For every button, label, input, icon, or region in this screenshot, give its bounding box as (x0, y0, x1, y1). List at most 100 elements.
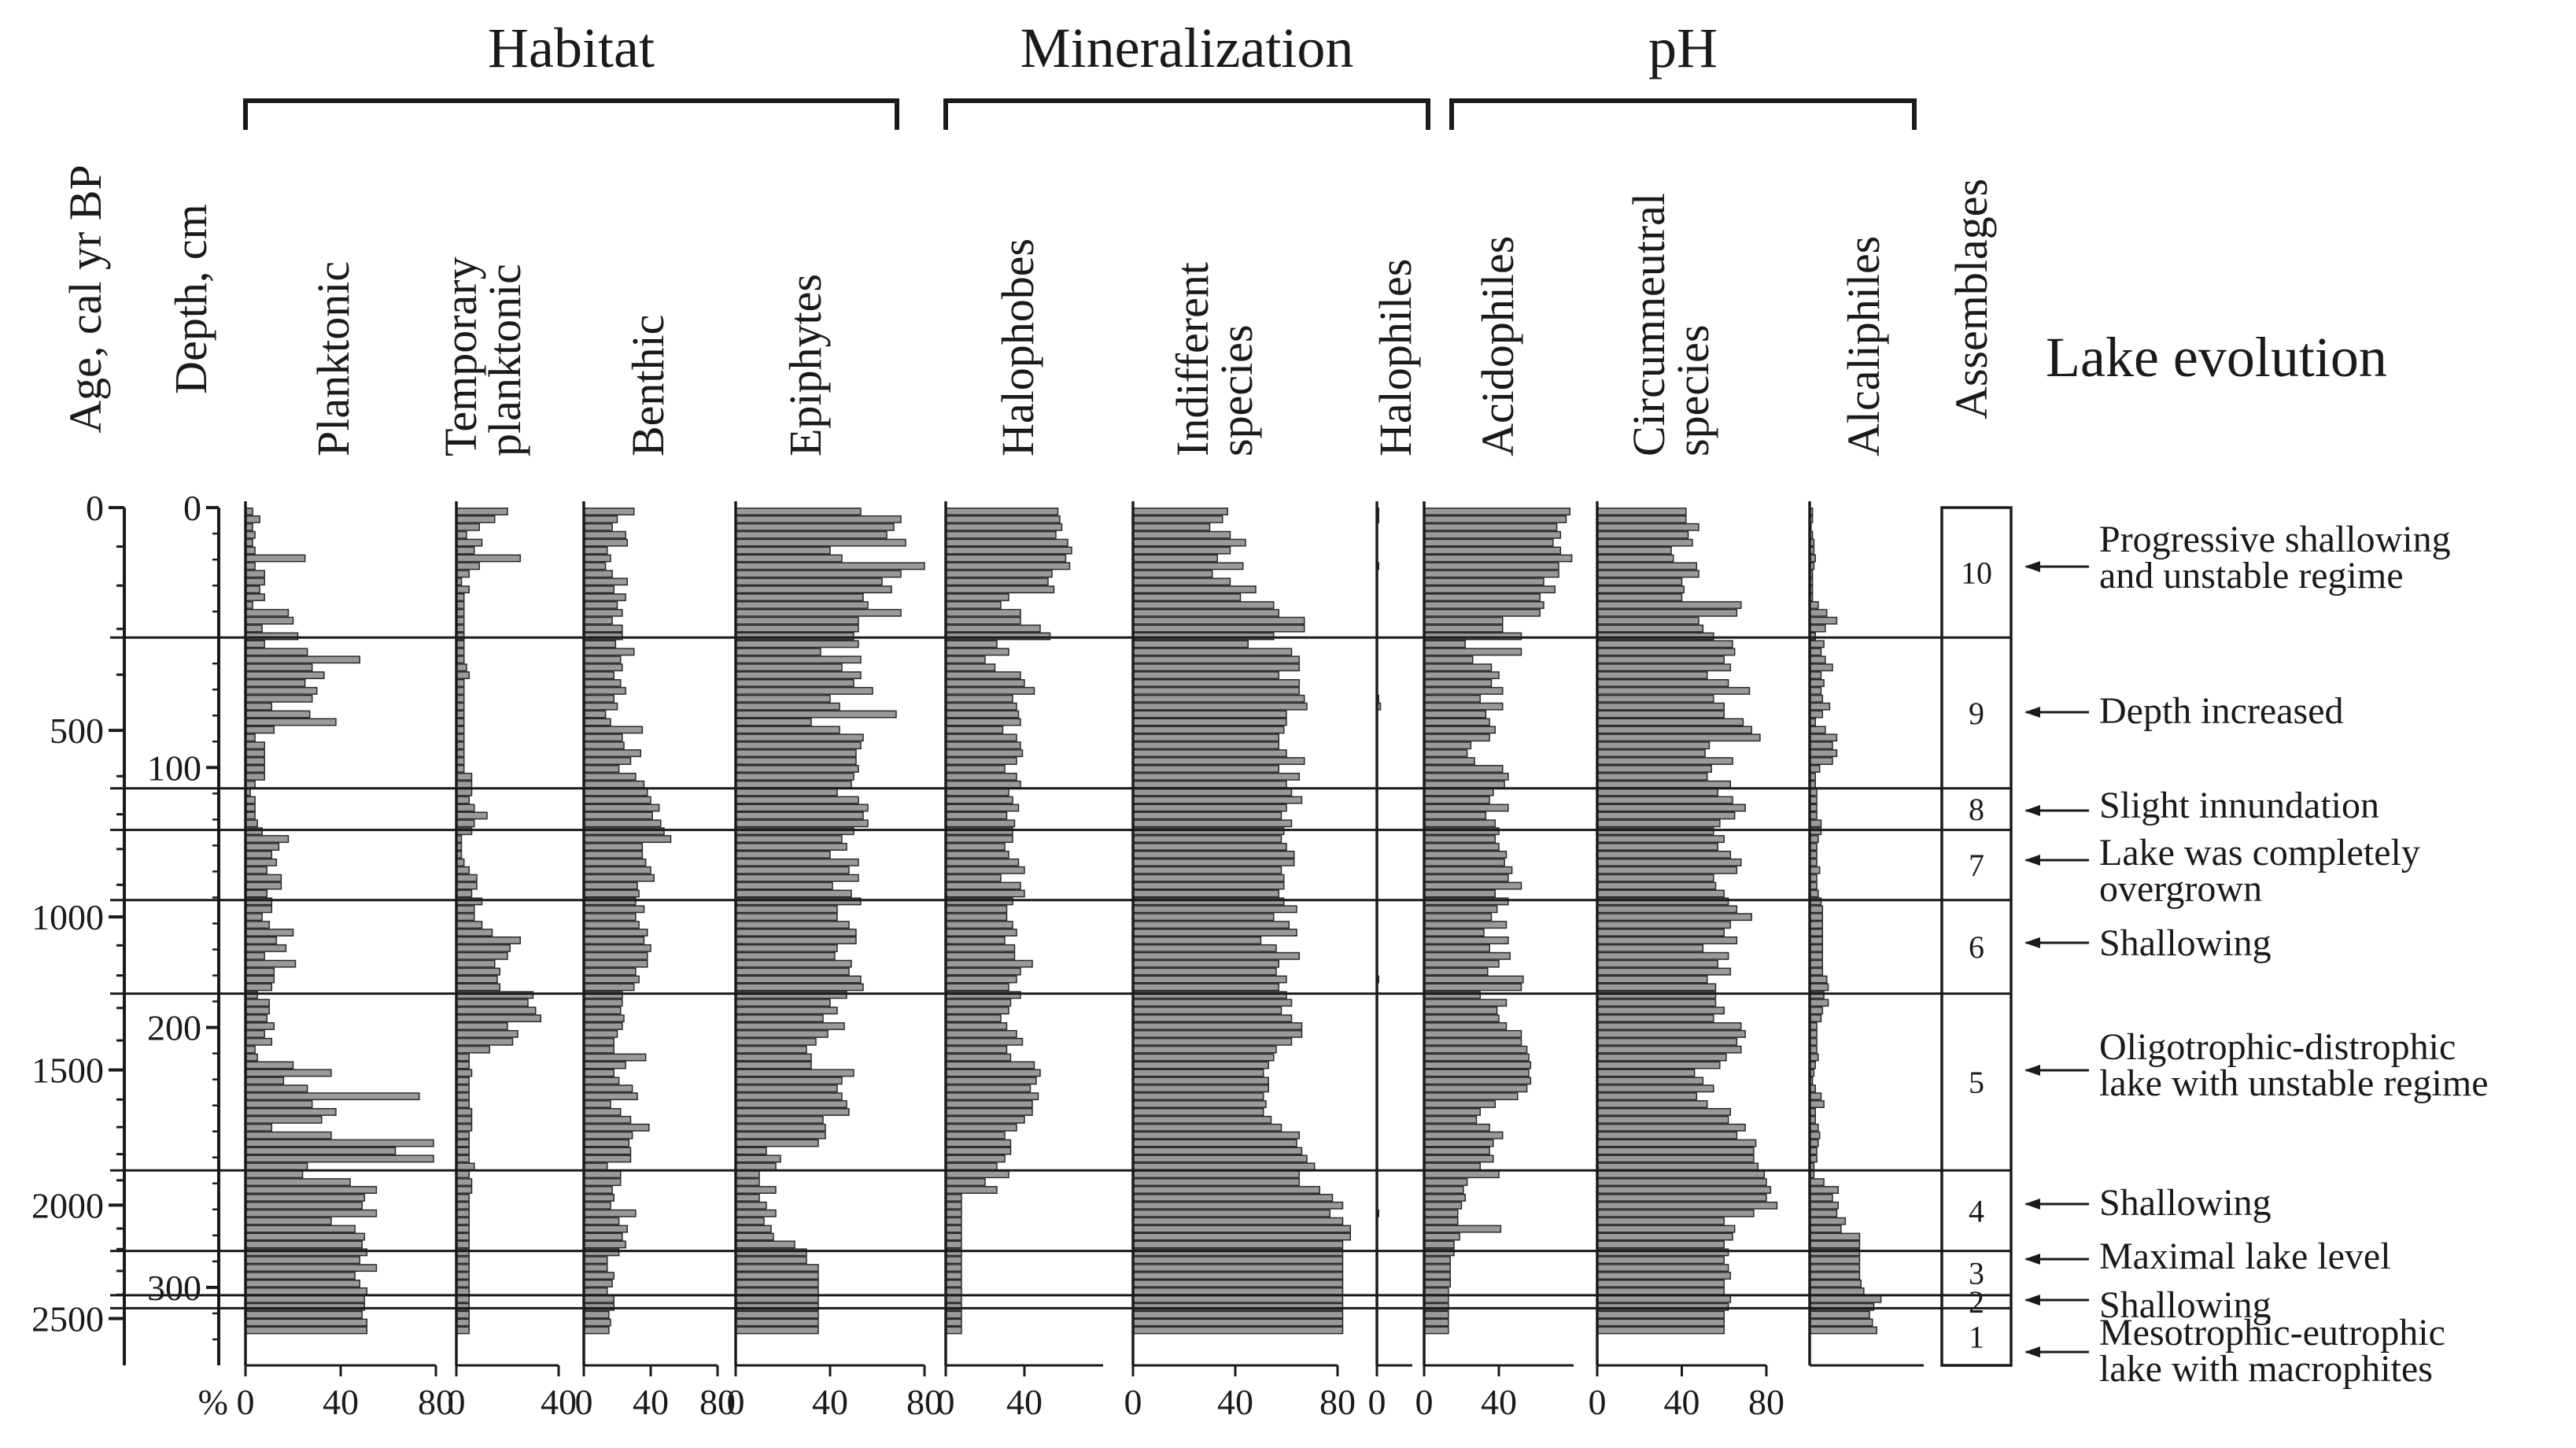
bar (456, 811, 488, 820)
panel-label-1-0: Temporary (435, 257, 486, 456)
bar (583, 694, 614, 703)
bar (583, 944, 651, 952)
bar (1809, 1131, 1821, 1140)
bar (1423, 1053, 1530, 1062)
bar (1596, 562, 1698, 571)
bar (1809, 749, 1838, 758)
bar (245, 1131, 332, 1140)
bar (945, 1318, 962, 1327)
bar (1596, 765, 1712, 773)
bar (945, 951, 1016, 960)
bar (1809, 663, 1833, 672)
bar (245, 671, 325, 679)
bar (1596, 648, 1736, 656)
bar (735, 1178, 760, 1187)
bar (735, 858, 859, 866)
bar (1132, 858, 1295, 866)
bar (1809, 1209, 1838, 1217)
age-tick-label-4: 2000 (31, 1185, 104, 1225)
bar (1809, 616, 1838, 625)
bar (583, 1272, 614, 1280)
bar (945, 913, 1008, 922)
bar (1423, 881, 1522, 890)
bar (1132, 1178, 1300, 1187)
bar (1809, 1272, 1861, 1280)
bar (245, 1069, 332, 1077)
age-tick-label-1: 500 (50, 711, 104, 751)
bar (1132, 515, 1223, 523)
bar (456, 944, 511, 952)
bar (456, 1280, 470, 1287)
bar (583, 1007, 622, 1015)
bar (1132, 749, 1287, 758)
bar (1132, 1287, 1344, 1295)
bar (245, 1178, 351, 1187)
bar (1809, 1310, 1870, 1319)
bar (1596, 819, 1721, 828)
bar (1809, 1225, 1842, 1233)
bar (1596, 640, 1733, 648)
age-axis-title: Age, cal yr BP (60, 164, 111, 434)
bar (1132, 585, 1257, 593)
bar (735, 1061, 812, 1069)
bar (1132, 1264, 1344, 1273)
bar (735, 578, 883, 586)
bar (1596, 1280, 1725, 1287)
bar (1423, 1037, 1522, 1046)
bar (945, 694, 1013, 703)
bar (945, 1217, 962, 1225)
bar (583, 656, 622, 664)
bar (456, 959, 496, 968)
bar (245, 1037, 273, 1046)
bar (1423, 843, 1500, 851)
bar (1596, 1108, 1732, 1116)
bar (1132, 1170, 1300, 1179)
bar (735, 1295, 819, 1303)
bar (735, 1069, 854, 1077)
bar (1596, 1264, 1729, 1273)
bar (583, 538, 628, 547)
depth-tick-label-1: 100 (147, 748, 201, 788)
x-tick-label-1-0: 0 (448, 1382, 466, 1422)
bar (1809, 679, 1825, 687)
bar (735, 951, 836, 960)
bar (945, 593, 1009, 601)
bar (1132, 1295, 1344, 1303)
bar (1132, 726, 1285, 734)
bar (456, 1186, 473, 1195)
bar (1423, 1170, 1500, 1179)
bar (456, 788, 473, 796)
bar (1596, 1256, 1725, 1265)
bar (456, 585, 470, 593)
bar (1132, 1225, 1351, 1233)
bar (456, 819, 475, 828)
bar (735, 983, 864, 992)
bar (245, 757, 265, 765)
bar (945, 656, 986, 664)
panel-label-5-1: species (1211, 325, 1262, 457)
bar (735, 851, 831, 859)
bar (245, 663, 313, 672)
bar (1809, 967, 1824, 976)
bar (245, 741, 265, 750)
bar (1596, 1115, 1729, 1124)
evolution-text-5-0: Oligotrophic-distrophic (2099, 1026, 2456, 1068)
bar (945, 796, 1013, 804)
bar (245, 765, 265, 773)
panel-label-4-0: Halophobes (992, 238, 1043, 456)
bar (1596, 1225, 1736, 1233)
bar (1596, 983, 1717, 992)
x-tick-label-2-2: 80 (699, 1382, 736, 1422)
bar (1596, 546, 1672, 555)
bar (1132, 1007, 1282, 1015)
bar (735, 554, 843, 563)
bar (735, 1318, 819, 1327)
bar (1423, 1092, 1519, 1101)
bar (1596, 1201, 1778, 1210)
bar (945, 1240, 962, 1249)
bar (245, 975, 275, 984)
bar (735, 624, 859, 633)
bar (456, 1007, 537, 1015)
bar (1423, 951, 1511, 960)
bar (1809, 1014, 1822, 1023)
